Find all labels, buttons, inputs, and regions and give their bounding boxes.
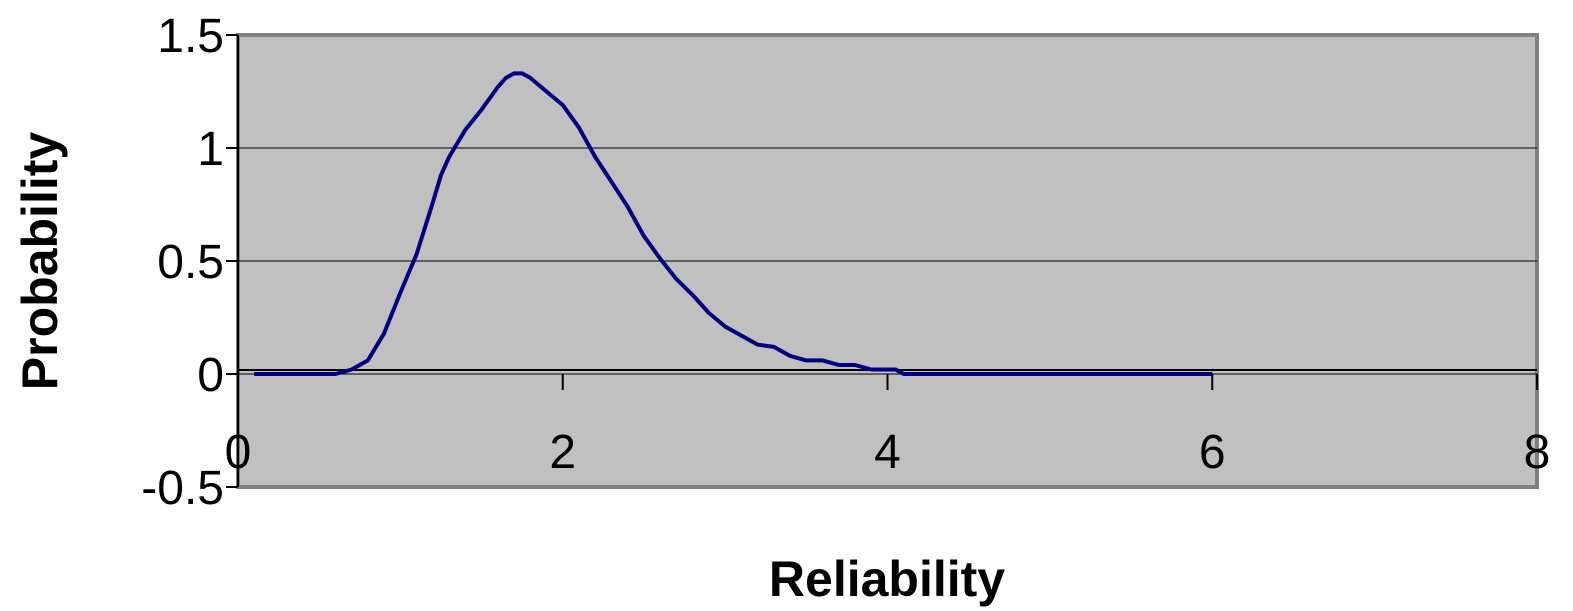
y-axis-title: Probability xyxy=(12,132,68,391)
x-tick-label: 2 xyxy=(549,426,576,479)
x-tick-label: 0 xyxy=(225,426,252,479)
x-tick-label: 4 xyxy=(874,426,901,479)
x-axis-title: Reliability xyxy=(769,551,1005,607)
y-tick-label: 0.5 xyxy=(157,236,224,289)
ticks: -0.500.511.50 2 4 6 8 xyxy=(141,10,1550,515)
y-tick-label: 1 xyxy=(197,123,224,176)
x-tick-label: 8 xyxy=(1524,426,1551,479)
y-tick-label: 1.5 xyxy=(157,10,224,63)
y-tick-label: -0.5 xyxy=(141,462,224,515)
y-tick-label: 0 xyxy=(197,349,224,402)
series-line xyxy=(254,71,1213,376)
x-tick-label: 6 xyxy=(1199,426,1226,479)
